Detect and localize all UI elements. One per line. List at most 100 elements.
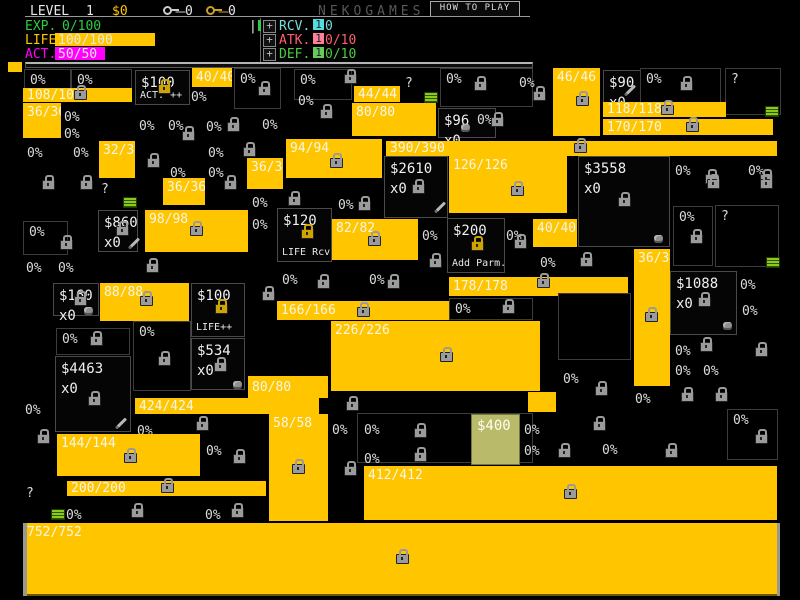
lock-icon bbox=[574, 138, 587, 153]
lock-icon bbox=[320, 104, 333, 119]
param-tile[interactable]: 32/32 bbox=[99, 141, 135, 178]
param-tile[interactable] bbox=[528, 392, 556, 412]
shop-tile-key[interactable]: $400 bbox=[471, 414, 520, 465]
def-chip[interactable]: 1 bbox=[313, 47, 324, 58]
locked-tile[interactable]: 0% bbox=[727, 409, 778, 460]
lock-icon bbox=[564, 484, 577, 499]
def-plus-button[interactable]: + bbox=[263, 48, 276, 61]
lock-icon bbox=[344, 461, 357, 476]
percent-label: 0% bbox=[563, 372, 579, 387]
rcv-plus-button[interactable]: + bbox=[263, 20, 276, 33]
key-gold-count: 0 bbox=[228, 4, 236, 19]
param-tile[interactable]: 36/36 bbox=[247, 158, 283, 189]
param-tile[interactable] bbox=[8, 62, 22, 72]
param-tile[interactable]: 226/226 bbox=[331, 321, 540, 391]
lock-icon bbox=[665, 443, 678, 458]
lock-icon bbox=[368, 231, 381, 246]
tile-value: 36/36 bbox=[27, 105, 61, 120]
act-bar bbox=[55, 47, 105, 60]
tile-value: 0% bbox=[519, 76, 535, 91]
rcv-chip[interactable]: 1 bbox=[313, 19, 324, 30]
tile-effect-label: Add Parm. bbox=[452, 258, 507, 269]
locked-tile[interactable]: 0% bbox=[133, 321, 191, 391]
exp-chip-icon bbox=[766, 257, 780, 268]
lock-icon bbox=[346, 396, 359, 411]
percent-label: 0% bbox=[262, 118, 278, 133]
locked-tile[interactable]: 0% bbox=[234, 68, 281, 109]
param-tile[interactable]: 80/80 bbox=[352, 103, 436, 136]
tile-value: 0% bbox=[740, 278, 756, 293]
percent-label: 0% bbox=[25, 403, 41, 418]
param-tile[interactable]: 40/40 bbox=[192, 68, 232, 87]
tile-value: 0% bbox=[742, 304, 758, 319]
param-tile[interactable]: 36/36 bbox=[23, 103, 61, 138]
tile-value: 0% bbox=[64, 127, 80, 142]
lock-icon bbox=[37, 429, 50, 444]
locked-tile[interactable] bbox=[558, 293, 631, 360]
tile-value: 0% bbox=[64, 110, 80, 125]
tile-value: 0% bbox=[208, 166, 224, 181]
tile-value: 0% bbox=[455, 302, 471, 317]
lock-icon bbox=[387, 274, 400, 289]
tile-value: 0% bbox=[191, 90, 207, 105]
shop-tile[interactable]: $3558 x0 bbox=[578, 156, 670, 247]
lock-icon bbox=[227, 117, 240, 132]
tile-multiplier: x0 bbox=[61, 381, 78, 397]
locked-tile[interactable]: 0% bbox=[449, 298, 533, 320]
lock-icon bbox=[344, 69, 357, 84]
lock-icon bbox=[330, 153, 343, 168]
tile-value: 0% bbox=[208, 146, 224, 161]
atk-plus-button[interactable]: + bbox=[263, 34, 276, 47]
percent-label: 0% bbox=[675, 164, 691, 179]
lock-icon bbox=[258, 81, 271, 96]
lock-icon bbox=[700, 337, 713, 352]
tile-value: 752/752 bbox=[27, 525, 82, 540]
percent-label: 0% bbox=[26, 261, 42, 276]
param-tile[interactable]: 126/126 bbox=[449, 156, 567, 213]
tile-value: 0% bbox=[703, 364, 719, 379]
tile-value: 0% bbox=[422, 229, 438, 244]
tile-value: 32/32 bbox=[103, 143, 135, 158]
how-to-play-button[interactable]: HOW TO PLAY bbox=[430, 1, 520, 17]
tile-value: 0% bbox=[675, 344, 691, 359]
param-tile[interactable]: 40/40 bbox=[533, 219, 577, 247]
param-tile[interactable]: 98/98 bbox=[145, 210, 248, 252]
shop-tile[interactable]: $4463 x0 bbox=[55, 356, 131, 432]
param-tile[interactable]: 80/80 bbox=[248, 376, 328, 398]
percent-label: 0% bbox=[205, 508, 221, 523]
tile-value: 0% bbox=[206, 120, 222, 135]
lock-icon bbox=[262, 286, 275, 301]
tile-value: 58/58 bbox=[273, 416, 313, 431]
lock-icon bbox=[514, 234, 527, 249]
gold-lock-icon bbox=[471, 236, 484, 251]
tile-value: 0% bbox=[58, 261, 74, 276]
locked-tile[interactable]: ? bbox=[715, 205, 779, 267]
percent-label: 0% bbox=[191, 90, 207, 105]
progress-gauge bbox=[25, 62, 533, 68]
locked-tile[interactable]: 0% bbox=[294, 69, 352, 100]
fist-icon bbox=[84, 307, 93, 315]
percent-label: 0% bbox=[168, 119, 184, 134]
brand-logo: NEKOGAMES bbox=[318, 4, 425, 19]
param-tile[interactable]: 88/88 bbox=[100, 283, 189, 321]
percent-label: 0% bbox=[748, 164, 764, 179]
percent-label: ? bbox=[101, 182, 109, 197]
act-value: 50/50 bbox=[58, 47, 98, 62]
tile-multiplier: x0 bbox=[390, 181, 407, 197]
lock-icon bbox=[74, 291, 87, 306]
fist-icon bbox=[233, 381, 242, 389]
tile-value: 178/178 bbox=[453, 279, 508, 294]
tile-value: 0% bbox=[25, 403, 41, 418]
act-label: ACT. bbox=[25, 47, 57, 62]
atk-chip[interactable]: 1 bbox=[313, 33, 324, 44]
param-tile[interactable]: 424/424 bbox=[135, 398, 319, 414]
percent-label: 0% bbox=[369, 273, 385, 288]
param-tile[interactable]: 44/44 bbox=[354, 86, 400, 102]
lock-icon bbox=[760, 174, 773, 189]
tile-effect-label: LIFE Rcv. bbox=[282, 247, 337, 258]
lock-icon bbox=[440, 347, 453, 362]
lock-icon bbox=[618, 192, 631, 207]
param-tile[interactable]: 36/36 bbox=[163, 178, 205, 205]
lock-icon bbox=[224, 175, 237, 190]
tile-value: 0% bbox=[300, 73, 316, 88]
